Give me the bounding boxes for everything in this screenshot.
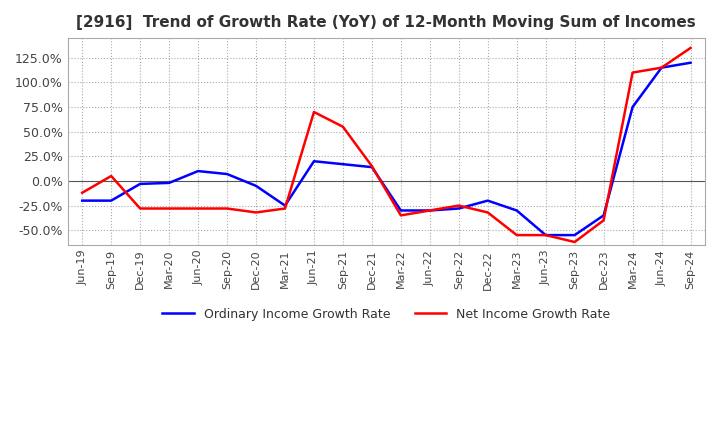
Ordinary Income Growth Rate [426,208,434,213]
Net Income Growth Rate [107,173,115,179]
Ordinary Income Growth Rate [310,158,318,164]
Net Income Growth Rate [483,210,492,215]
Net Income Growth Rate [281,206,289,211]
Net Income Growth Rate [657,65,666,70]
Ordinary Income Growth Rate [222,172,231,177]
Ordinary Income Growth Rate [165,180,174,186]
Ordinary Income Growth Rate [454,206,463,211]
Net Income Growth Rate [165,206,174,211]
Ordinary Income Growth Rate [599,213,608,218]
Net Income Growth Rate [252,210,261,215]
Ordinary Income Growth Rate [281,203,289,208]
Net Income Growth Rate [397,213,405,218]
Net Income Growth Rate [78,190,86,195]
Ordinary Income Growth Rate [657,65,666,70]
Net Income Growth Rate [338,124,347,129]
Line: Net Income Growth Rate: Net Income Growth Rate [82,48,690,242]
Ordinary Income Growth Rate [629,104,637,110]
Ordinary Income Growth Rate [541,232,550,238]
Net Income Growth Rate [513,232,521,238]
Ordinary Income Growth Rate [136,181,145,187]
Line: Ordinary Income Growth Rate: Ordinary Income Growth Rate [82,63,690,235]
Ordinary Income Growth Rate [483,198,492,203]
Net Income Growth Rate [222,206,231,211]
Ordinary Income Growth Rate [570,232,579,238]
Net Income Growth Rate [426,208,434,213]
Ordinary Income Growth Rate [78,198,86,203]
Ordinary Income Growth Rate [107,198,115,203]
Net Income Growth Rate [136,206,145,211]
Ordinary Income Growth Rate [338,161,347,167]
Net Income Growth Rate [629,70,637,75]
Net Income Growth Rate [541,232,550,238]
Net Income Growth Rate [570,239,579,245]
Ordinary Income Growth Rate [368,165,377,170]
Net Income Growth Rate [686,45,695,51]
Legend: Ordinary Income Growth Rate, Net Income Growth Rate: Ordinary Income Growth Rate, Net Income … [157,303,616,326]
Ordinary Income Growth Rate [513,208,521,213]
Title: [2916]  Trend of Growth Rate (YoY) of 12-Month Moving Sum of Incomes: [2916] Trend of Growth Rate (YoY) of 12-… [76,15,696,30]
Ordinary Income Growth Rate [252,183,261,188]
Ordinary Income Growth Rate [397,208,405,213]
Net Income Growth Rate [368,164,377,169]
Net Income Growth Rate [454,203,463,208]
Net Income Growth Rate [599,218,608,223]
Net Income Growth Rate [310,110,318,115]
Ordinary Income Growth Rate [194,169,202,174]
Net Income Growth Rate [194,206,202,211]
Ordinary Income Growth Rate [686,60,695,66]
